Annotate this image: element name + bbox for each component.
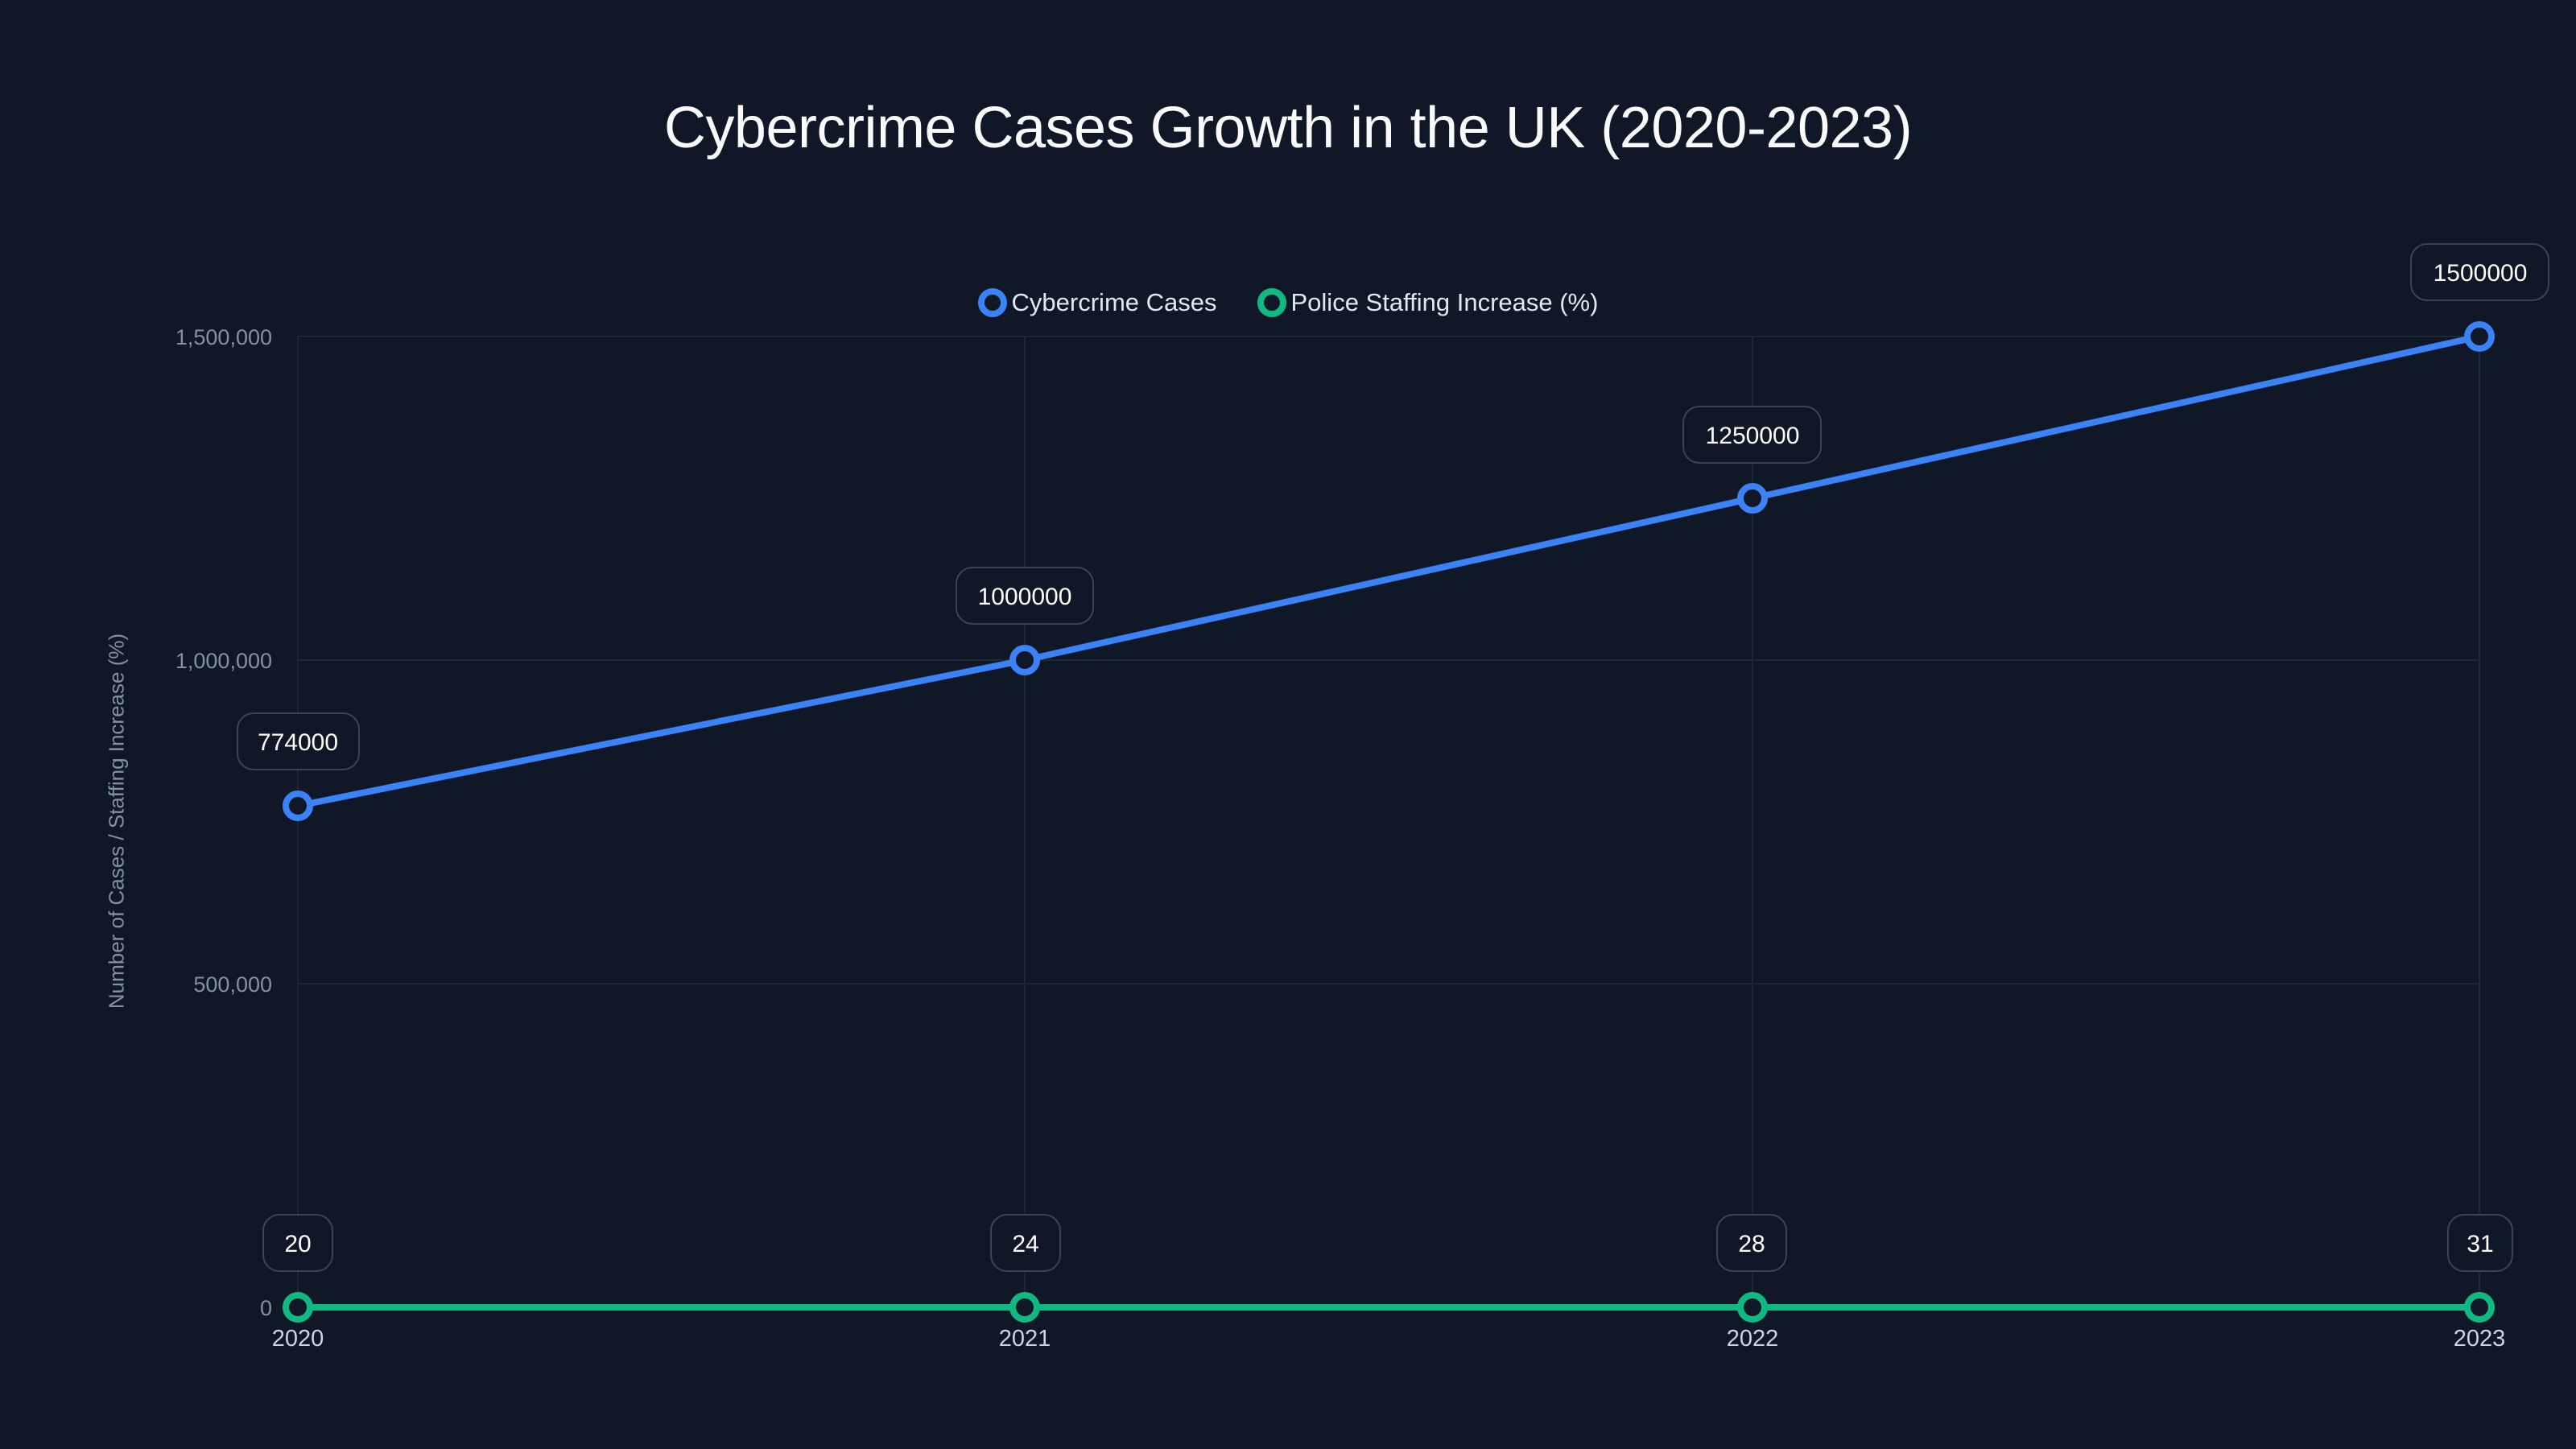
legend-item-cybercrime-cases[interactable]: Cybercrime Cases — [977, 288, 1217, 317]
series-police-staffing — [283, 1292, 2495, 1323]
data-point[interactable] — [283, 791, 313, 821]
gridlines — [297, 336, 2480, 1307]
y-tick-label: 1,500,000 — [175, 325, 272, 349]
annotation-label: 774000 — [237, 712, 360, 770]
annotation-label: 31 — [2447, 1214, 2513, 1272]
svg-text:24: 24 — [1012, 1231, 1038, 1257]
annotation-label: 1500000 — [2410, 243, 2549, 301]
legend-label: Cybercrime Cases — [1011, 288, 1217, 316]
data-point[interactable] — [1009, 1292, 1040, 1323]
svg-text:1250000: 1250000 — [1706, 423, 1800, 449]
y-tick-label: 0 — [260, 1296, 272, 1320]
annotation-label: 1000000 — [956, 567, 1094, 625]
svg-text:28: 28 — [1738, 1231, 1765, 1257]
circle-marker-icon — [977, 288, 1007, 317]
data-point[interactable] — [1009, 645, 1040, 675]
legend: Cybercrime Cases Police Staffing Increas… — [0, 288, 2576, 317]
y-tick-label: 500,000 — [193, 972, 272, 997]
x-axis: 2020 2021 2022 2023 — [272, 1326, 2506, 1352]
legend-item-police-staffing[interactable]: Police Staffing Increase (%) — [1257, 288, 1599, 317]
data-point[interactable] — [2464, 321, 2495, 352]
x-tick-label: 2022 — [1727, 1326, 1779, 1352]
annotation-label: 20 — [262, 1214, 333, 1272]
series-cybercrime-cases — [283, 321, 2495, 821]
y-tick-label: 1,000,000 — [175, 649, 272, 673]
data-point[interactable] — [283, 1292, 313, 1323]
annotations-staffing: 20 24 28 31 — [262, 1214, 2513, 1272]
annotation-label: 24 — [990, 1214, 1061, 1272]
data-point[interactable] — [2464, 1292, 2495, 1323]
data-point[interactable] — [1737, 1292, 1768, 1323]
legend-label: Police Staffing Increase (%) — [1290, 288, 1599, 316]
data-point[interactable] — [1737, 483, 1768, 514]
x-tick-label: 2023 — [2454, 1326, 2506, 1352]
y-axis: 0 500,000 1,000,000 1,500,000 — [175, 325, 272, 1320]
circle-marker-icon — [1257, 288, 1286, 317]
svg-text:20: 20 — [284, 1231, 311, 1257]
svg-text:774000: 774000 — [258, 729, 338, 756]
svg-text:1500000: 1500000 — [2434, 260, 2528, 287]
annotation-label: 1250000 — [1682, 406, 1822, 464]
svg-text:1000000: 1000000 — [978, 584, 1072, 610]
annotations-cases: 774000 1000000 1250000 1500000 — [237, 243, 2549, 770]
x-tick-label: 2020 — [272, 1326, 324, 1352]
annotation-label: 28 — [1716, 1214, 1787, 1272]
x-tick-label: 2021 — [999, 1326, 1051, 1352]
chart-title: Cybercrime Cases Growth in the UK (2020-… — [663, 96, 1913, 160]
svg-text:31: 31 — [2467, 1231, 2493, 1257]
